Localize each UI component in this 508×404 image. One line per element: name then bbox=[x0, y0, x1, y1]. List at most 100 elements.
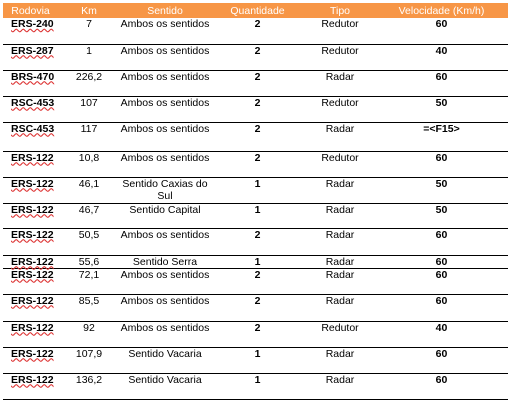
cell-quantidade-text: 2 bbox=[254, 18, 261, 30]
cell-tipo-text: Redutor bbox=[321, 151, 359, 164]
cell-sentido-text: Ambos os sentidos bbox=[120, 18, 210, 30]
cell-sentido-text: Ambos os sentidos bbox=[120, 70, 210, 83]
cell-velocidade: 60 bbox=[375, 18, 508, 45]
cell-sentido: Ambos os sentidos bbox=[120, 151, 210, 178]
cell-tipo: Radar bbox=[305, 373, 375, 400]
cell-km: 46,7 bbox=[58, 203, 120, 229]
cell-rodovia: ERS-122 bbox=[3, 177, 58, 204]
cell-tipo-text: Redutor bbox=[321, 321, 359, 334]
cell-quantidade: 1 bbox=[210, 347, 305, 374]
table-row: ERS-122 136,2 Sentido Vacaria 1 Radar 60 bbox=[3, 373, 508, 400]
cell-sentido-text: Ambos os sentidos bbox=[120, 122, 210, 135]
cell-quantidade: 1 bbox=[210, 177, 305, 204]
cell-quantidade-text: 2 bbox=[254, 44, 261, 57]
cell-rodovia: ERS-122 bbox=[3, 373, 58, 400]
table-row: ERS-122 107,9 Sentido Vacaria 1 Radar 60 bbox=[3, 347, 508, 374]
cell-rodovia: RSC-453 bbox=[3, 96, 58, 123]
cell-rodovia: ERS-122 bbox=[3, 268, 58, 295]
cell-rodovia-text: ERS-122 bbox=[11, 177, 54, 190]
header-sentido: Sentido bbox=[120, 3, 210, 18]
cell-tipo: Radar bbox=[305, 122, 375, 152]
cell-tipo-text: Radar bbox=[325, 228, 355, 241]
table-row: BRS-470 226,2 Ambos os sentidos 2 Radar 60 bbox=[3, 70, 508, 97]
table-row: ERS-122 72,1 Ambos os sentidos 2 Radar 60 bbox=[3, 268, 508, 295]
cell-km: 107 bbox=[58, 96, 120, 123]
cell-sentido-text: Sentido Capital bbox=[129, 203, 201, 216]
table-row: ERS-122 46,1 Sentido Caxias do Sul 1 Radar 50 bbox=[3, 177, 508, 204]
cell-km: 1 bbox=[58, 44, 120, 71]
cell-quantidade: 1 bbox=[210, 373, 305, 400]
cell-quantidade: 2 bbox=[210, 294, 305, 322]
cell-rodovia: ERS-240 bbox=[3, 18, 58, 45]
cell-quantidade-text: 2 bbox=[254, 151, 261, 164]
table-row: RSC-453 107 Ambos os sentidos 2 Redutor 50 bbox=[3, 96, 508, 123]
cell-quantidade-text: 2 bbox=[254, 321, 261, 334]
cell-sentido-text: Ambos os sentidos bbox=[120, 321, 210, 334]
cell-rodovia: ERS-122 bbox=[3, 151, 58, 178]
cell-tipo-text: Redutor bbox=[321, 96, 359, 109]
cell-tipo: Radar bbox=[305, 268, 375, 295]
cell-velocidade-text: 60 bbox=[435, 151, 448, 164]
cell-km-text: 226,2 bbox=[75, 70, 103, 83]
cell-quantidade-text: 2 bbox=[254, 96, 261, 109]
table-row: ERS-122 55,6 Sentido Serra 1 Radar 60 bbox=[3, 255, 508, 269]
table-body: ERS-240 7 Ambos os sentidos 2 Redutor 60 ERS-2… bbox=[3, 18, 508, 400]
cell-rodovia-text: RSC-453 bbox=[11, 96, 55, 109]
cell-km: 55,6 bbox=[58, 255, 120, 269]
table-row: ERS-122 50,5 Ambos os sentidos 2 Radar 60 bbox=[3, 228, 508, 256]
cell-sentido-text: Ambos os sentidos bbox=[120, 228, 210, 241]
cell-velocidade-text: 40 bbox=[435, 44, 448, 57]
cell-sentido: Ambos os sentidos bbox=[120, 321, 210, 348]
header-rodovia: Rodovia bbox=[3, 3, 58, 18]
cell-rodovia-text: ERS-122 bbox=[11, 347, 54, 360]
cell-sentido: Ambos os sentidos bbox=[120, 70, 210, 97]
cell-tipo: Radar bbox=[305, 203, 375, 229]
cell-km: 46,1 bbox=[58, 177, 120, 204]
cell-rodovia-text: BRS-470 bbox=[11, 70, 55, 83]
cell-km-text: 107,9 bbox=[75, 347, 103, 360]
cell-km-text: 107 bbox=[80, 96, 98, 109]
cell-rodovia: BRS-470 bbox=[3, 70, 58, 97]
cell-quantidade-text: 2 bbox=[254, 70, 261, 83]
cell-tipo-text: Redutor bbox=[321, 44, 359, 57]
cell-tipo-text: Radar bbox=[325, 294, 355, 307]
cell-quantidade: 2 bbox=[210, 44, 305, 71]
cell-quantidade: 1 bbox=[210, 255, 305, 269]
cell-velocidade-text: 60 bbox=[435, 347, 448, 360]
cell-rodovia-text: ERS-240 bbox=[11, 18, 54, 30]
cell-sentido: Ambos os sentidos bbox=[120, 228, 210, 256]
cell-quantidade-text: 2 bbox=[254, 294, 261, 307]
cell-quantidade-text: 1 bbox=[254, 255, 261, 268]
cell-rodovia: ERS-122 bbox=[3, 228, 58, 256]
cell-sentido: Sentido Vacaria bbox=[120, 373, 210, 400]
cell-sentido: Sentido Serra bbox=[120, 255, 210, 269]
cell-km: 85,5 bbox=[58, 294, 120, 322]
cell-km-text: 46,1 bbox=[78, 177, 100, 190]
cell-tipo-text: Radar bbox=[325, 177, 355, 190]
cell-km: 226,2 bbox=[58, 70, 120, 97]
cell-rodovia: ERS-122 bbox=[3, 255, 58, 269]
cell-velocidade: 40 bbox=[375, 321, 508, 348]
cell-velocidade-text: 50 bbox=[435, 96, 448, 109]
cell-rodovia: RSC-453 bbox=[3, 122, 58, 152]
cell-rodovia-text: ERS-122 bbox=[11, 151, 54, 164]
cell-tipo: Radar bbox=[305, 294, 375, 322]
cell-quantidade: 2 bbox=[210, 122, 305, 152]
cell-rodovia: ERS-122 bbox=[3, 347, 58, 374]
cell-sentido-text: Sentido Vacaria bbox=[128, 373, 202, 386]
cell-rodovia-text: RSC-453 bbox=[11, 122, 55, 135]
cell-tipo: Radar bbox=[305, 255, 375, 269]
cell-km-text: 10,8 bbox=[78, 151, 100, 164]
cell-sentido-text: Sentido Serra bbox=[132, 255, 198, 268]
cell-quantidade: 2 bbox=[210, 18, 305, 45]
cell-velocidade: 60 bbox=[375, 268, 508, 295]
cell-km-text: 46,7 bbox=[78, 203, 100, 216]
cell-sentido-text: Ambos os sentidos bbox=[120, 44, 210, 57]
cell-km: 50,5 bbox=[58, 228, 120, 256]
cell-velocidade: 60 bbox=[375, 347, 508, 374]
cell-quantidade-text: 1 bbox=[254, 373, 261, 386]
header-velocidade: Velocidade (Km/h) bbox=[375, 3, 508, 18]
cell-rodovia-text: ERS-122 bbox=[11, 294, 54, 307]
cell-rodovia: ERS-287 bbox=[3, 44, 58, 71]
cell-tipo-text: Radar bbox=[325, 70, 355, 83]
